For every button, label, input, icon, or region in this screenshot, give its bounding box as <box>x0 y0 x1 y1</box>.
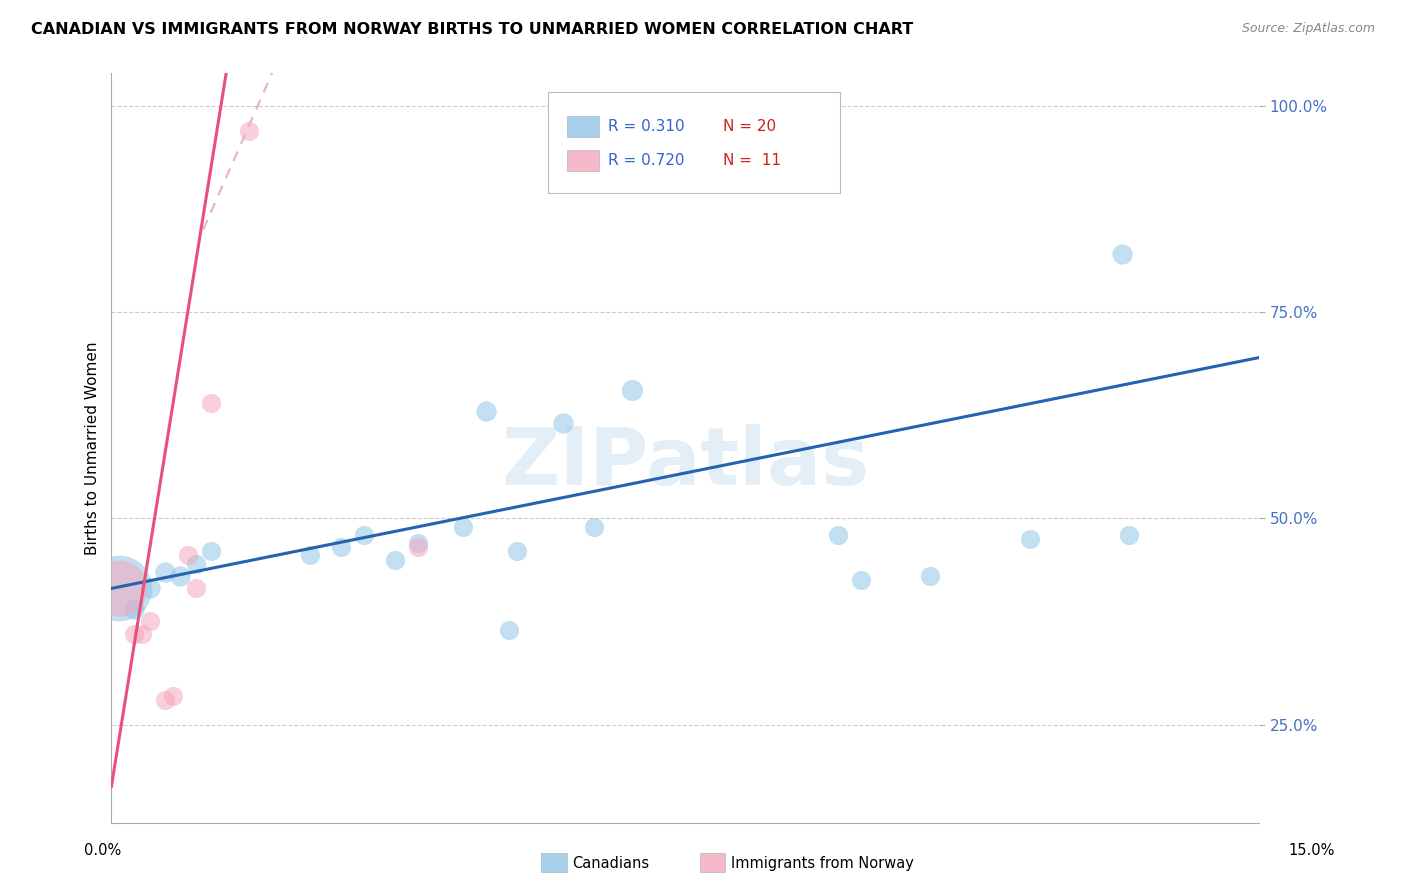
Point <box>406 536 429 550</box>
Point <box>506 544 529 558</box>
Point <box>1018 532 1040 546</box>
Point <box>177 549 200 563</box>
Point <box>475 404 498 418</box>
Point <box>184 582 207 596</box>
Point <box>108 582 131 596</box>
Point <box>124 602 146 616</box>
Point <box>353 528 375 542</box>
Text: Immigrants from Norway: Immigrants from Norway <box>731 856 914 871</box>
Point <box>131 627 153 641</box>
Point <box>138 582 160 596</box>
Point <box>406 540 429 554</box>
Text: N =  11: N = 11 <box>723 153 782 168</box>
Text: Source: ZipAtlas.com: Source: ZipAtlas.com <box>1241 22 1375 36</box>
Point <box>299 549 322 563</box>
Point <box>200 544 222 558</box>
Point <box>536 846 558 860</box>
Point <box>384 552 406 566</box>
Text: ZIPatlas: ZIPatlas <box>501 425 869 502</box>
Point <box>1118 528 1140 542</box>
Point <box>124 627 146 641</box>
Point <box>827 528 849 542</box>
Point <box>238 124 260 138</box>
Point <box>498 623 520 637</box>
Point <box>851 573 873 587</box>
Text: Canadians: Canadians <box>572 856 650 871</box>
Point <box>620 384 643 398</box>
Text: CANADIAN VS IMMIGRANTS FROM NORWAY BIRTHS TO UNMARRIED WOMEN CORRELATION CHART: CANADIAN VS IMMIGRANTS FROM NORWAY BIRTH… <box>31 22 912 37</box>
Text: 15.0%: 15.0% <box>1289 843 1334 858</box>
Point <box>162 689 184 703</box>
Point <box>169 569 191 583</box>
Text: N = 20: N = 20 <box>723 119 776 134</box>
Point <box>330 540 353 554</box>
Point <box>184 557 207 571</box>
Y-axis label: Births to Unmarried Women: Births to Unmarried Women <box>86 342 100 555</box>
Text: R = 0.310: R = 0.310 <box>609 119 685 134</box>
Point <box>108 582 131 596</box>
Point <box>200 396 222 410</box>
Point <box>920 569 942 583</box>
FancyBboxPatch shape <box>567 116 599 136</box>
Point <box>153 565 176 579</box>
Point <box>153 692 176 706</box>
Point <box>453 519 475 533</box>
Text: 0.0%: 0.0% <box>84 843 121 858</box>
FancyBboxPatch shape <box>547 92 841 193</box>
Text: R = 0.720: R = 0.720 <box>609 153 685 168</box>
Point <box>1111 247 1133 261</box>
FancyBboxPatch shape <box>567 150 599 170</box>
Point <box>551 417 574 431</box>
Point <box>582 519 605 533</box>
Point <box>138 615 160 629</box>
